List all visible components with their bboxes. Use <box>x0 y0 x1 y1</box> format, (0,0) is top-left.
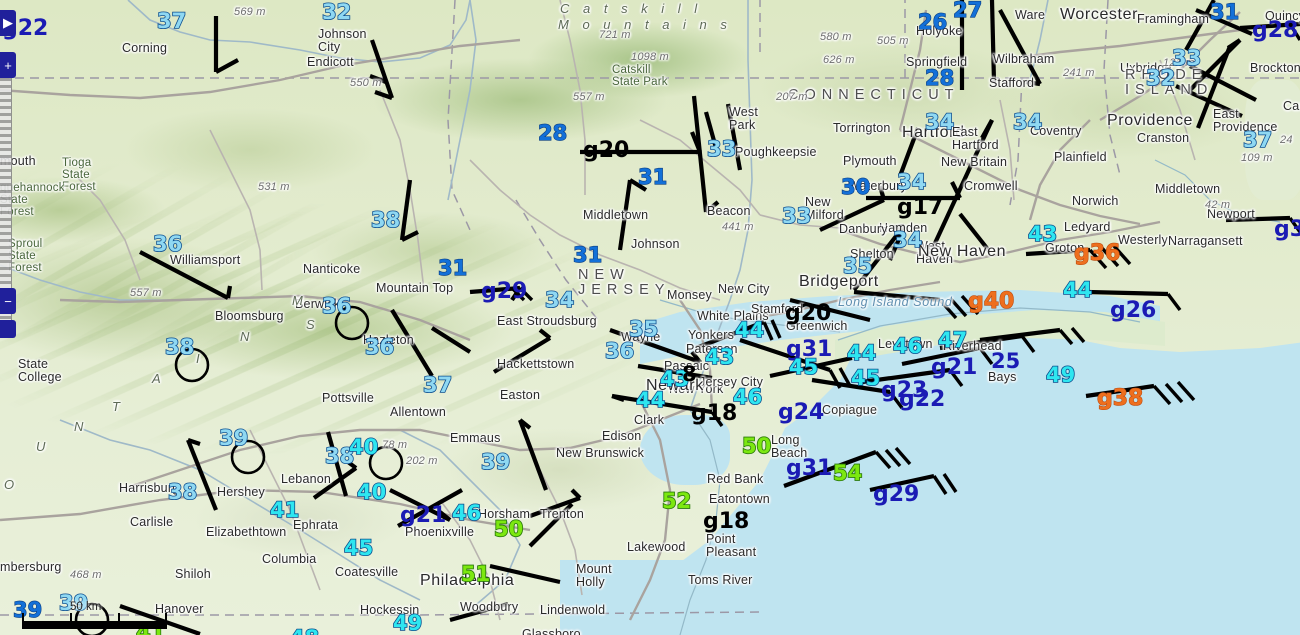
scale-bar-label: 50 km <box>70 601 102 613</box>
zoom-in-button[interactable]: + <box>0 52 16 78</box>
new-york-bay <box>640 415 730 485</box>
zoom-ruler[interactable] <box>0 78 12 328</box>
pan-right-button[interactable]: ▶ <box>0 10 16 36</box>
zoom-out-button[interactable]: − <box>0 288 16 314</box>
zoom-handle[interactable] <box>0 320 16 338</box>
scale-bar: 50 km <box>22 601 167 629</box>
